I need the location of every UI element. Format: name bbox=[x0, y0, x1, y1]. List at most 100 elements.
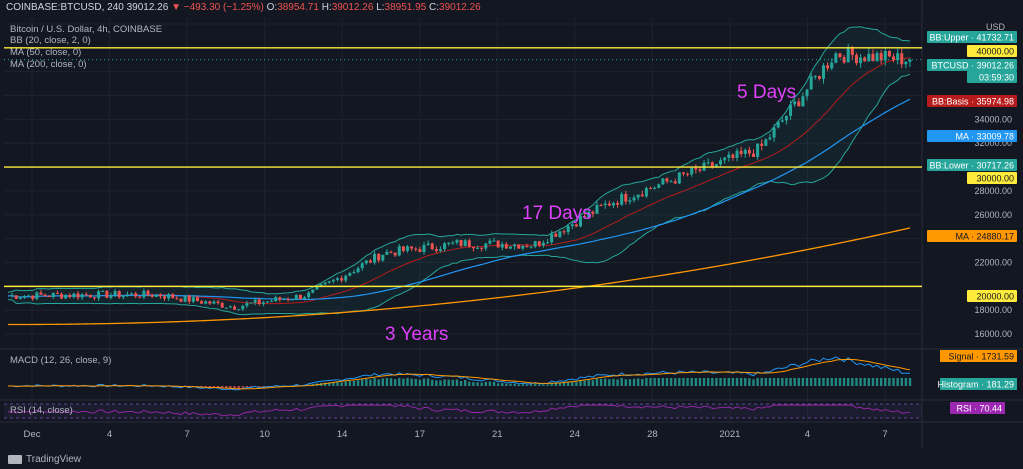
macd-histogram-bar bbox=[365, 378, 368, 386]
candle-body bbox=[574, 224, 578, 227]
macd-histogram-bar bbox=[431, 379, 434, 386]
candle-body bbox=[455, 240, 459, 243]
price-tick-label: 18000.00 bbox=[974, 305, 1012, 315]
candle-body bbox=[109, 295, 113, 298]
macd-histogram-bar bbox=[356, 380, 360, 386]
close-label: C: bbox=[429, 2, 440, 13]
annotation-17-days: 17 Days bbox=[522, 203, 592, 224]
candle-body bbox=[125, 294, 129, 296]
date-tick-label: 28 bbox=[647, 429, 658, 440]
macd-histogram-bar bbox=[426, 378, 430, 386]
candle-body bbox=[603, 203, 607, 206]
macd-histogram-bar bbox=[879, 378, 883, 386]
candle-body bbox=[356, 268, 360, 273]
candle-body bbox=[776, 121, 780, 128]
annotation-3-years: 3 Years bbox=[385, 324, 448, 345]
candle-body bbox=[875, 53, 879, 62]
close-value: 39012.26 bbox=[439, 2, 481, 13]
macd-histogram-bar bbox=[562, 382, 566, 386]
candle-body bbox=[224, 307, 228, 309]
legend-ma50[interactable]: MA (50, close, 0) bbox=[10, 47, 82, 58]
candle-body bbox=[739, 150, 743, 154]
rsi-pane bbox=[4, 402, 1005, 419]
legend-bb[interactable]: BB (20, close, 2, 0) bbox=[10, 35, 91, 46]
candle-body bbox=[290, 299, 294, 301]
macd-histogram-bar bbox=[583, 380, 586, 386]
candle-body bbox=[607, 203, 611, 206]
candle-body bbox=[591, 211, 595, 214]
macd-histogram-bar bbox=[344, 381, 347, 386]
price-tag-text: 30000.00 bbox=[976, 174, 1014, 184]
macd-histogram-bar bbox=[797, 378, 800, 386]
macd-histogram-bar bbox=[599, 378, 603, 386]
candle-body bbox=[760, 143, 764, 146]
candle-body bbox=[208, 301, 212, 304]
candle-body bbox=[175, 298, 179, 300]
price-tag-bg bbox=[927, 130, 1017, 142]
candle-body bbox=[35, 292, 39, 299]
candle-body bbox=[731, 154, 735, 158]
macd-histogram-bar bbox=[348, 381, 352, 386]
price-tag-bg bbox=[927, 95, 1017, 107]
candle-body bbox=[373, 253, 377, 263]
macd-histogram-bar bbox=[690, 378, 693, 386]
macd-histogram-bar bbox=[595, 378, 599, 386]
candle-body bbox=[756, 143, 760, 157]
candle-body bbox=[270, 301, 274, 303]
legend-rsi[interactable]: RSI (14, close) bbox=[10, 405, 73, 416]
candle-body bbox=[31, 295, 35, 299]
macd-histogram-bar bbox=[871, 378, 875, 386]
candle-body bbox=[167, 294, 171, 299]
macd-histogram-bar bbox=[204, 386, 207, 388]
candle-body bbox=[121, 295, 125, 298]
candle-body bbox=[463, 240, 467, 247]
candle-body bbox=[92, 297, 96, 299]
candle-body bbox=[274, 297, 278, 302]
macd-histogram-bar bbox=[649, 378, 652, 386]
macd-histogram-bar bbox=[455, 379, 459, 386]
grid bbox=[4, 18, 922, 422]
macd-histogram-bar bbox=[505, 384, 508, 386]
candle-body bbox=[237, 309, 241, 311]
legend-ma200[interactable]: MA (200, close, 0) bbox=[10, 59, 87, 70]
candle-body bbox=[751, 153, 755, 157]
macd-histogram-bar bbox=[851, 378, 854, 386]
macd-histogram-bar bbox=[744, 378, 747, 386]
tradingview-logo[interactable]: TradingView bbox=[8, 454, 81, 465]
candle-body bbox=[846, 47, 850, 63]
macd-histogram-bar bbox=[756, 378, 759, 386]
candle-body bbox=[393, 252, 397, 256]
macd-histogram-bar bbox=[863, 378, 866, 386]
macd-histogram-bar bbox=[669, 378, 673, 386]
low-value: 38951.95 bbox=[384, 2, 427, 13]
macd-histogram-bar bbox=[686, 378, 689, 386]
candle-body bbox=[187, 295, 191, 302]
candle-body bbox=[801, 96, 805, 107]
high-label: H: bbox=[321, 2, 332, 13]
candle-body bbox=[579, 216, 583, 227]
price-tag-text: MA · 24880.17 bbox=[955, 232, 1014, 242]
price-tag-bg bbox=[927, 59, 1017, 71]
candle-body bbox=[488, 240, 492, 244]
macd-histogram-bar bbox=[266, 386, 269, 387]
candle-body bbox=[154, 294, 158, 297]
price-tag: 30000.00 bbox=[967, 172, 1017, 184]
candle-body bbox=[566, 225, 570, 233]
date-tick-label: 2021 bbox=[719, 429, 740, 440]
macd-histogram-bar bbox=[484, 381, 487, 386]
candle-body bbox=[673, 181, 677, 184]
candle-body bbox=[60, 293, 64, 299]
macd-signal-line bbox=[7, 358, 911, 390]
candle-body bbox=[900, 53, 904, 65]
legend-macd[interactable]: MACD (12, 26, close, 9) bbox=[10, 355, 112, 366]
macd-histogram-bar bbox=[262, 386, 265, 387]
annotation-5-days: 5 Days bbox=[737, 82, 796, 103]
macd-histogram-bar bbox=[229, 386, 232, 388]
candle-body bbox=[233, 306, 237, 310]
candle-body bbox=[904, 61, 908, 65]
price-tag-text: 03:59:30 bbox=[979, 73, 1014, 83]
candle-body bbox=[558, 231, 562, 237]
macd-histogram-bar bbox=[245, 386, 249, 388]
candle-body bbox=[550, 233, 554, 243]
